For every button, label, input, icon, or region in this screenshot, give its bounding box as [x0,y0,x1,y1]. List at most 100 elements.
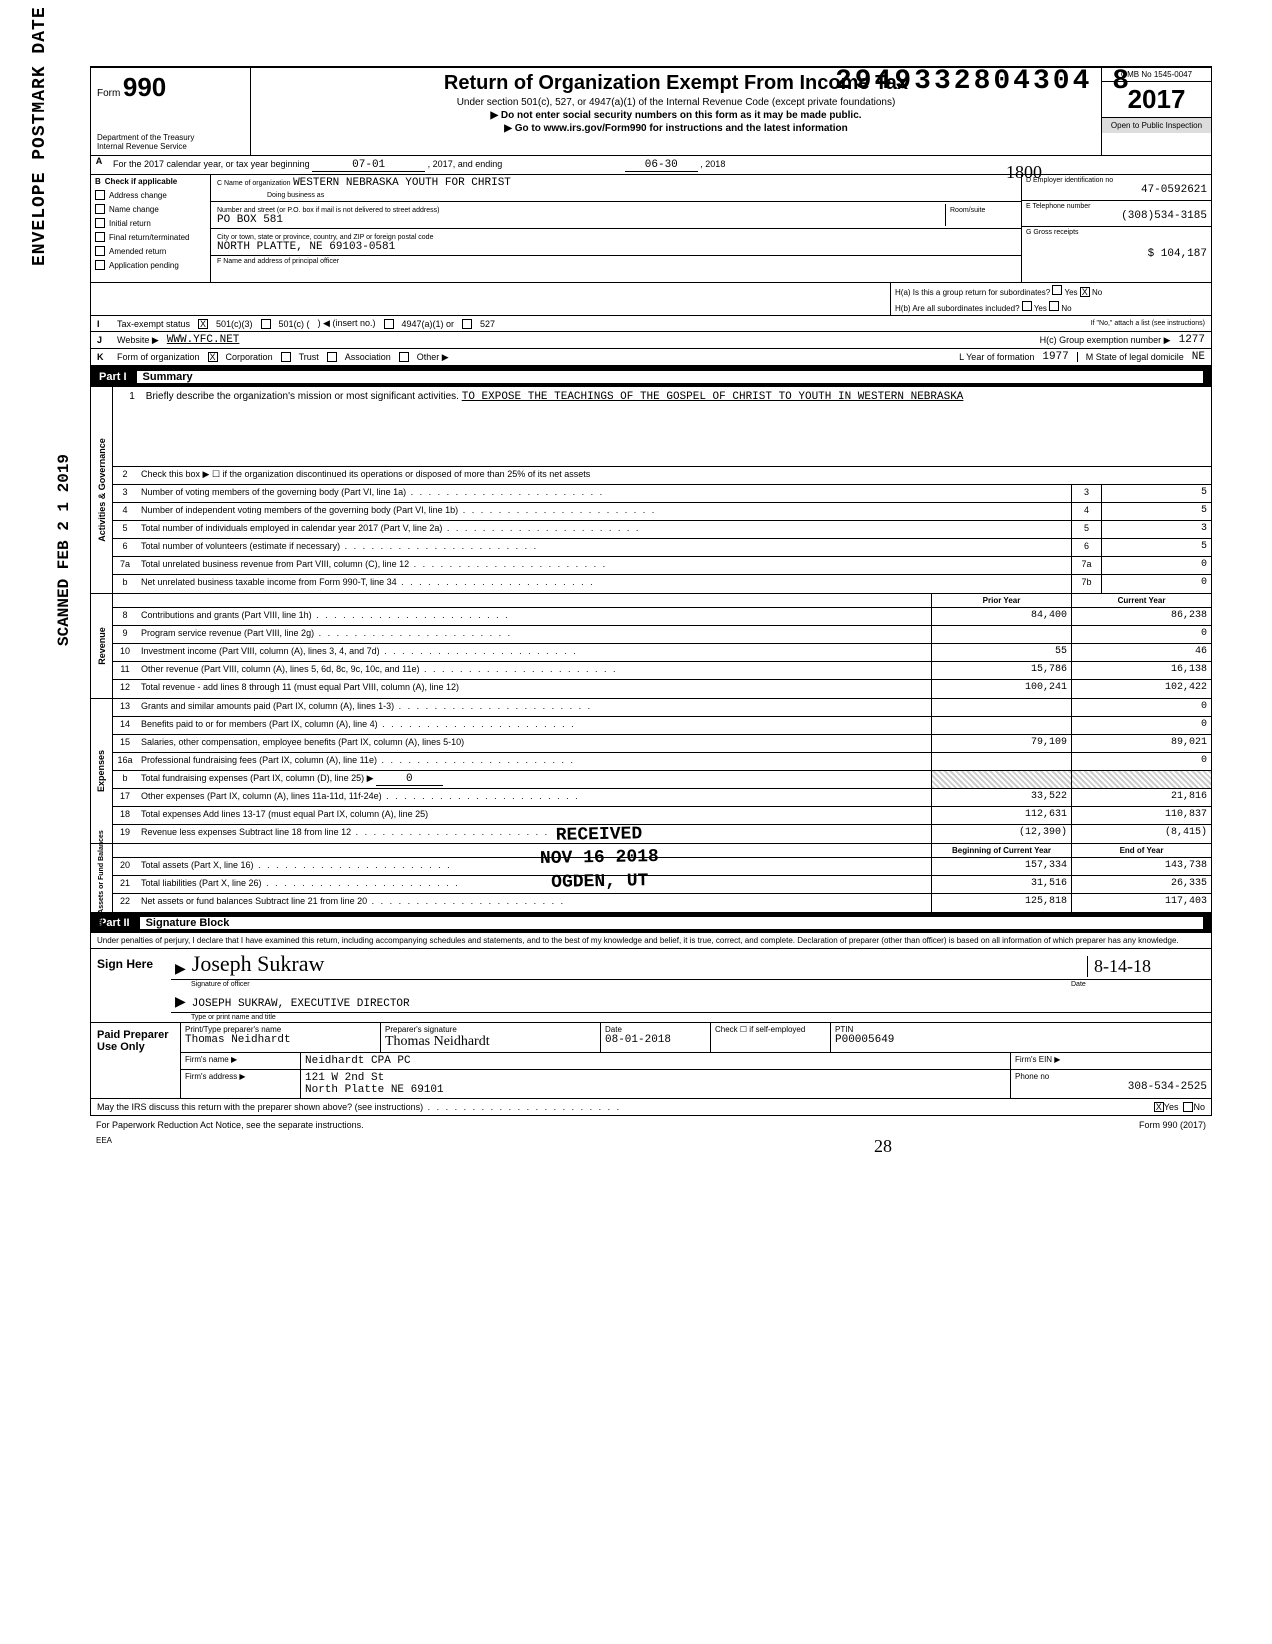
signature-block: Under penalties of perjury, I declare th… [90,933,1212,1099]
h-b-label: H(b) Are all subordinates included? [895,304,1020,313]
header-block-bcd: B Check if applicable Address change Nam… [90,175,1212,282]
form-subtitle-3: ▶ Go to www.irs.gov/Form990 for instruct… [259,123,1093,134]
h-c-value: 1277 [1179,334,1205,346]
line-8-desc: Contributions and grants (Part VIII, lin… [137,608,931,625]
line-11-py: 15,786 [931,662,1071,679]
officer-signature: Joseph Sukraw [192,951,1087,977]
line-7b-val: 0 [1101,575,1211,593]
line-13-cy: 0 [1071,699,1211,716]
line-6-val: 5 [1101,539,1211,556]
line-14-cy: 0 [1071,717,1211,734]
line-10-cy: 46 [1071,644,1211,661]
chk-initial-return[interactable] [95,218,105,228]
h-c-label: H(c) Group exemption number ▶ [1040,335,1171,346]
row-a-tax-year: A For the 2017 calendar year, or tax yea… [90,156,1212,175]
open-public: Open to Public Inspection [1102,117,1211,133]
line-22-desc: Net assets or fund balances Subtract lin… [137,894,931,912]
chk-assoc[interactable] [327,352,337,362]
chk-name-change[interactable] [95,204,105,214]
chk-other[interactable] [399,352,409,362]
line-15-desc: Salaries, other compensation, employee b… [137,735,931,752]
discuss-no[interactable] [1183,1102,1193,1112]
dln-number: 2949332804304 8 [835,66,1132,97]
chk-amended[interactable] [95,246,105,256]
line-12-cy: 102,422 [1071,680,1211,698]
line-7a-desc: Total unrelated business revenue from Pa… [137,557,1071,574]
line-20-py: 157,334 [931,858,1071,875]
ptin: P00005649 [835,1034,1207,1046]
line-21-cy: 26,335 [1071,876,1211,893]
phone-label: E Telephone number [1026,203,1207,210]
current-year-header: Current Year [1071,594,1211,607]
row-a-text: For the 2017 calendar year, or tax year … [113,159,310,169]
line-9-desc: Program service revenue (Part VIII, line… [137,626,931,643]
line-22-cy: 117,403 [1071,894,1211,912]
tax-year-end: 06-30 [625,159,698,172]
line-15-cy: 89,021 [1071,735,1211,752]
line-3-val: 5 [1101,485,1211,502]
h-a-no[interactable]: X [1080,287,1090,297]
mission-text: TO EXPOSE THE TEACHINGS OF THE GOSPEL OF… [462,391,964,403]
scanned-stamp: SCANNED FEB 2 1 2019 [55,454,73,646]
chk-527[interactable] [462,319,472,329]
state-domicile: NE [1192,351,1205,363]
officer-name: JOSEPH SUKRAW, EXECUTIVE DIRECTOR [192,998,410,1010]
h-a-yes[interactable] [1052,285,1062,295]
sig-date: 8-14-18 [1094,956,1151,976]
line-19-cy: (8,415) [1071,825,1211,843]
ein-label: D Employer identification no [1026,177,1207,184]
revenue-label: Revenue [91,594,113,698]
dept-treasury: Department of the Treasury [97,133,244,142]
pra-notice: For Paperwork Reduction Act Notice, see … [96,1120,364,1130]
chk-4947[interactable] [384,319,394,329]
officer-label: F Name and address of principal officer [217,258,339,280]
form-label: Form [97,88,120,99]
year-formation: 1977 [1042,351,1068,363]
line-5-desc: Total number of individuals employed in … [137,521,1071,538]
sign-here-label: Sign Here [91,949,171,1022]
discuss-yes[interactable]: X [1154,1102,1164,1112]
dba-label: Doing business as [217,192,324,199]
line-18-cy: 110,837 [1071,807,1211,824]
line-17-py: 33,522 [931,789,1071,806]
line-17-desc: Other expenses (Part IX, column (A), lin… [137,789,931,806]
line-21-py: 31,516 [931,876,1071,893]
line-5-val: 3 [1101,521,1211,538]
street-label: Number and street (or P.O. box if mail i… [217,207,439,214]
chk-final-return[interactable] [95,232,105,242]
line-13-desc: Grants and similar amounts paid (Part IX… [137,699,931,716]
part2-header: Part II Signature Block [90,913,1212,933]
line-19-py: (12,390) [931,825,1071,843]
chk-trust[interactable] [281,352,291,362]
form-org-label: Form of organization [117,352,200,362]
gross-value: $ 104,187 [1026,248,1207,260]
phone-value: (308)534-3185 [1026,210,1207,222]
line-8-py: 84,400 [931,608,1071,625]
chk-corp[interactable]: X [208,352,218,362]
chk-501c3[interactable]: X [198,319,208,329]
state-domicile-label: M State of legal domicile [1077,352,1184,362]
line-16a-cy: 0 [1071,753,1211,770]
h-note: If "No," attach a list (see instructions… [1091,320,1205,327]
h-b-no[interactable] [1049,301,1059,311]
paid-preparer-label: Paid Preparer Use Only [91,1023,181,1098]
line-11-desc: Other revenue (Part VIII, column (A), li… [137,662,931,679]
line-14-desc: Benefits paid to or for members (Part IX… [137,717,931,734]
activities-governance-label: Activities & Governance [91,387,113,593]
row-a-mid: , 2017, and ending [428,159,503,169]
line-11-cy: 16,138 [1071,662,1211,679]
firm-name: Neidhardt CPA PC [301,1053,1011,1069]
sig-declaration: Under penalties of perjury, I declare th… [91,933,1211,949]
form-ref: Form 990 (2017) [1139,1120,1206,1130]
hand-page-num: 28 [874,1136,892,1157]
name-label: Type or print name and title [171,1013,1211,1022]
prep-date: 08-01-2018 [605,1034,706,1046]
h-b-yes[interactable] [1022,301,1032,311]
line-7b-desc: Net unrelated business taxable income fr… [137,575,1071,593]
line-17-cy: 21,816 [1071,789,1211,806]
chk-address-change[interactable] [95,190,105,200]
chk-501c[interactable] [261,319,271,329]
gross-label: G Gross receipts [1026,229,1207,236]
chk-app-pending[interactable] [95,260,105,270]
postmark-stamp: ENVELOPE POSTMARK DATE NOV 14 2018 [30,0,50,266]
